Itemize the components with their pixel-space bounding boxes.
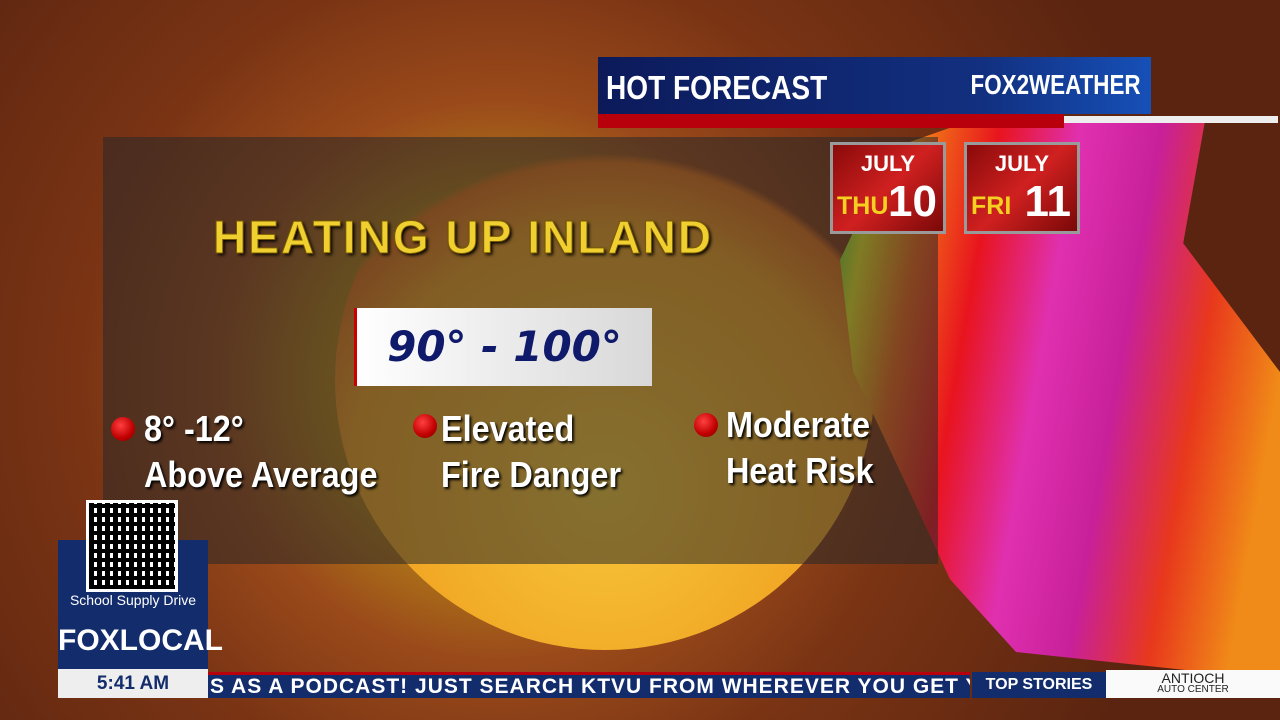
bullet-line: 8° -12° xyxy=(144,408,244,449)
sponsor-name: ANTIOCH xyxy=(1161,670,1225,686)
bullet-dot-icon xyxy=(694,413,718,437)
fox-local-logo: FOXLOCAL xyxy=(58,612,223,669)
fox-text: FOX xyxy=(58,624,120,657)
temp-range-box: 90° - 100° xyxy=(354,308,652,386)
bullet-line: Above Average xyxy=(144,454,378,495)
header-white-stripe xyxy=(1064,116,1278,123)
temp-range: 90° - 100° xyxy=(387,322,622,371)
bullet-dot-icon xyxy=(413,414,437,438)
header-title: HOT FORECAST xyxy=(606,69,828,106)
local-text: LOCAL xyxy=(119,624,223,657)
bullet-heat-risk: Moderate Heat Risk xyxy=(726,402,874,494)
bullet-line: Moderate xyxy=(726,404,871,445)
news-ticker: S AS A PODCAST! JUST SEARCH KTVU FROM WH… xyxy=(208,672,970,698)
date-number: 10 xyxy=(888,177,937,226)
ticker-label: TOP STORIES xyxy=(972,672,1106,698)
sponsor-subtitle: AUTO CENTER xyxy=(1157,684,1229,695)
sponsor-logo: ANTIOCH AUTO CENTER xyxy=(1106,670,1280,698)
date-card-thu: JULY THU 10 xyxy=(830,142,946,234)
headline: HEATING UP INLAND xyxy=(213,211,713,264)
bullet-line: Heat Risk xyxy=(726,450,874,491)
date-weekday: THU xyxy=(837,192,889,220)
bullet-line: Fire Danger xyxy=(441,454,622,495)
bullet-above-average: 8° -12° Above Average xyxy=(144,406,377,498)
date-card-fri: JULY FRI 11 xyxy=(964,142,1080,234)
fox2-weather-logo: FOX2WEATHER xyxy=(970,69,1141,100)
date-month: JULY xyxy=(994,151,1050,176)
qr-code[interactable] xyxy=(86,500,178,592)
bullet-dot-icon xyxy=(111,417,135,441)
bullet-line: Elevated xyxy=(441,408,575,449)
date-number: 11 xyxy=(1024,177,1071,226)
bullet-fire-danger: Elevated Fire Danger xyxy=(441,406,621,498)
promo-caption: School Supply Drive xyxy=(69,592,197,608)
date-weekday: FRI xyxy=(971,192,1012,220)
header-red-stripe xyxy=(598,114,1064,128)
clock: 5:41 AM xyxy=(58,669,208,698)
header-bar: HOT FORECAST FOX2WEATHER xyxy=(598,57,1151,114)
date-month: JULY xyxy=(860,151,916,176)
